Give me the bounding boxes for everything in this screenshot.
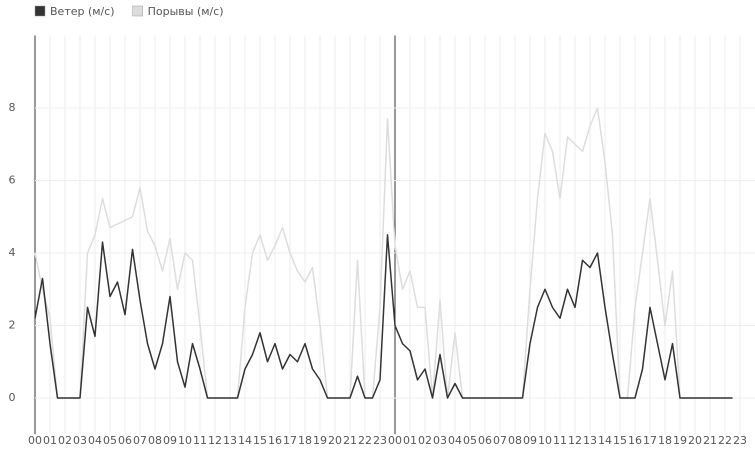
x-tick-label: 11: [553, 434, 567, 447]
x-tick-label: 19: [673, 434, 687, 447]
x-tick-label: 20: [328, 434, 342, 447]
x-tick-label: 00: [388, 434, 402, 447]
y-tick-label: 4: [9, 246, 16, 259]
x-tick-label: 22: [358, 434, 372, 447]
x-tick-label: 17: [643, 434, 657, 447]
x-tick-label: 04: [448, 434, 462, 447]
y-tick-label: 2: [9, 319, 16, 332]
x-tick-label: 19: [313, 434, 327, 447]
x-tick-label: 23: [373, 434, 387, 447]
line: [34, 234, 733, 399]
x-tick-label: 18: [658, 434, 672, 447]
x-tick-label: 14: [598, 434, 612, 447]
x-tick-label: 15: [253, 434, 267, 447]
x-tick-label: 09: [523, 434, 537, 447]
x-tick-label: 07: [133, 434, 147, 447]
legend-swatch: [34, 5, 46, 17]
x-tick-label: 14: [238, 434, 252, 447]
x-tick-label: 07: [493, 434, 507, 447]
x-tick-label: 13: [223, 434, 237, 447]
x-tick-label: 12: [568, 434, 582, 447]
x-tick-label: 10: [178, 434, 192, 447]
x-tick-label: 12: [208, 434, 222, 447]
x-tick-label: 02: [418, 434, 432, 447]
x-tick-label: 23: [733, 434, 747, 447]
x-tick-label: 10: [538, 434, 552, 447]
x-tick-label: 16: [628, 434, 642, 447]
x-tick-label: 04: [88, 434, 102, 447]
x-tick-label: 17: [283, 434, 297, 447]
x-tick-label: 09: [163, 434, 177, 447]
legend-swatch: [132, 5, 143, 17]
x-tick-label: 21: [343, 434, 357, 447]
x-tick-label: 00: [28, 434, 42, 447]
x-tick-label: 15: [613, 434, 627, 447]
x-tick-label: 03: [73, 434, 87, 447]
y-tick-label: 6: [9, 174, 16, 187]
x-tick-label: 05: [463, 434, 477, 447]
x-tick-label: 11: [193, 434, 207, 447]
x-tick-label: 08: [148, 434, 162, 447]
legend-label: Порывы (м/с): [148, 5, 224, 18]
x-tick-label: 21: [703, 434, 717, 447]
x-tick-label: 16: [268, 434, 282, 447]
x-tick-label: 05: [103, 434, 117, 447]
y-tick-label: 0: [9, 391, 16, 404]
x-tick-label: 03: [433, 434, 447, 447]
legend-label: Ветер (м/с): [50, 5, 115, 18]
line: [34, 107, 733, 399]
x-tick-label: 08: [508, 434, 522, 447]
x-tick-label: 06: [478, 434, 492, 447]
x-tick-label: 06: [118, 434, 132, 447]
x-tick-label: 01: [43, 434, 57, 447]
x-tick-label: 20: [688, 434, 702, 447]
x-tick-label: 13: [583, 434, 597, 447]
x-tick-label: 22: [718, 434, 732, 447]
x-tick-label: 01: [403, 434, 417, 447]
x-tick-label: 02: [58, 434, 72, 447]
y-tick-label: 8: [9, 101, 16, 114]
x-tick-label: 18: [298, 434, 312, 447]
